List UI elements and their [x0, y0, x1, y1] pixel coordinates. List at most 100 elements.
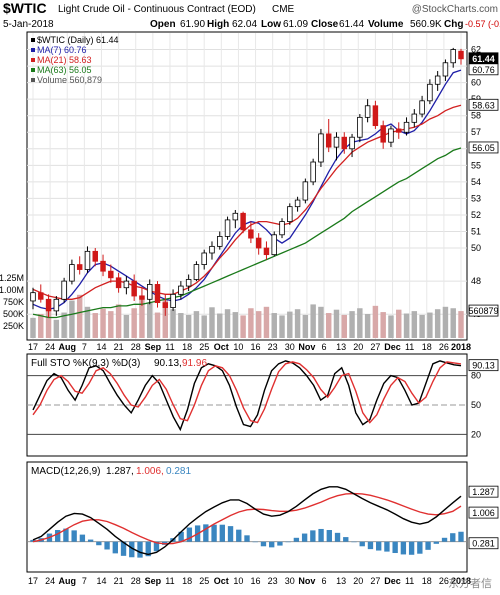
- volume-bar: [69, 300, 75, 338]
- candle-body: [170, 293, 176, 308]
- date-tick-label: 27: [370, 342, 380, 352]
- date-tick-label: 17: [28, 576, 38, 586]
- chart-date: 5-Jan-2018: [3, 19, 54, 30]
- candle-body: [372, 105, 379, 127]
- date-tick-label: 20: [353, 576, 363, 586]
- candle-body: [45, 298, 52, 312]
- macd-histogram-bar: [458, 531, 464, 542]
- macd-badge: [468, 537, 499, 550]
- macd-badge-label: 0.281: [472, 539, 495, 549]
- date-tick-label: 21: [114, 576, 124, 586]
- price-badge: [468, 98, 499, 111]
- candle-body: [185, 279, 192, 287]
- date-tick-label: 13: [336, 576, 346, 586]
- price-badge: [468, 304, 499, 317]
- macd-histogram-bar: [326, 530, 332, 542]
- stoch-badge-label: 90.13: [472, 361, 495, 371]
- legend-entry: MA(7) 60.76: [37, 45, 87, 55]
- macd-histogram-bar: [384, 541, 390, 552]
- date-tick-label: 18: [422, 576, 432, 586]
- date-tick-label: 7: [82, 342, 87, 352]
- candle-body: [271, 234, 277, 256]
- volume-bar: [217, 313, 223, 338]
- volume-axis: 250K 500K 750K 1.00M 1.25M: [0, 273, 24, 331]
- macd-histogram-bar: [129, 541, 135, 558]
- macd-histogram-bar: [186, 527, 193, 542]
- date-tick-label: 17: [28, 342, 38, 352]
- stoch-line: [32, 360, 462, 432]
- macd-histogram-bar: [400, 541, 407, 555]
- volume-bar: [357, 308, 363, 338]
- price-tick-label: 55: [471, 160, 481, 170]
- date-tick-label: Sep: [145, 342, 162, 352]
- volume-bar: [123, 314, 130, 338]
- price-tick-label: 51: [471, 226, 481, 236]
- candle-body: [100, 260, 106, 272]
- volume-bar: [380, 312, 386, 338]
- volume-bar: [263, 306, 270, 338]
- volume-bar: [115, 304, 122, 338]
- volume-bar: [325, 313, 332, 338]
- macd-histogram-bar: [112, 541, 118, 554]
- price-badge: [468, 63, 499, 76]
- date-tick-label: 13: [336, 342, 346, 352]
- macd-badge: [468, 485, 499, 498]
- volume-bar: [100, 308, 106, 338]
- date-tick-label: 30: [285, 342, 295, 352]
- macd-histogram-bar: [392, 541, 398, 554]
- candle-body: [209, 245, 215, 254]
- macd-histogram-bar: [285, 541, 291, 543]
- volume-bar: [193, 311, 200, 338]
- date-tick-label: Dec: [384, 576, 401, 586]
- price-badge: [468, 141, 499, 154]
- high-value: 62.04: [232, 19, 257, 30]
- date-tick-label: 20: [353, 342, 363, 352]
- volume-bar: [84, 306, 91, 338]
- date-tick-label: 7: [82, 576, 87, 586]
- volume-bar: [209, 307, 215, 338]
- macd-histogram-bar: [301, 533, 308, 542]
- macd-histogram-bar: [359, 541, 365, 547]
- legend-swatch: [31, 38, 35, 42]
- candle-body: [217, 236, 223, 247]
- stoch-legend-prefix: Full STO %K(9,3) %D(3): [31, 358, 140, 369]
- volume-bar: [318, 306, 324, 338]
- stoch-legend-d: 91.96: [182, 358, 207, 369]
- candle-body: [232, 212, 239, 221]
- volume-tick-label: 250K: [3, 321, 24, 331]
- price-tick-label: 52: [471, 210, 481, 220]
- macd-histogram-bar: [252, 541, 258, 543]
- candle-body: [224, 219, 231, 237]
- volume-bar: [450, 308, 456, 338]
- macd-histogram-bar: [178, 531, 184, 542]
- volume-bar: [442, 306, 449, 338]
- volume-label: Volume: [368, 19, 404, 30]
- stoch-tick-label: 80: [471, 371, 481, 381]
- volume-bar: [38, 314, 44, 338]
- price-tick-label: 62: [471, 45, 481, 55]
- date-tick-label: 18: [182, 576, 192, 586]
- macd-badge: [468, 506, 499, 519]
- moving-average-lines: [32, 69, 462, 319]
- price-tick-label: 60: [471, 78, 481, 88]
- date-tick-label: 11: [405, 576, 414, 586]
- date-tick-label: 6: [322, 342, 327, 352]
- volume-tick-label: 1.00M: [0, 285, 24, 295]
- candle-body: [53, 298, 60, 312]
- date-tick-label: Aug: [58, 342, 76, 352]
- volume-bar: [396, 309, 402, 338]
- candle-body: [193, 264, 200, 280]
- date-tick-label: Aug: [58, 576, 76, 586]
- volume-bar: [53, 319, 60, 338]
- candle-body: [434, 75, 441, 85]
- date-tick-label: Sep: [145, 576, 162, 586]
- candle-body: [411, 113, 418, 123]
- stoch-tick-label: 50: [471, 400, 481, 410]
- date-tick-label: 2018: [451, 342, 471, 352]
- price-badge-label: 61.44: [472, 54, 495, 64]
- volume-bar: [154, 312, 161, 338]
- chg-label: Chg: [444, 19, 463, 30]
- volume-bar: [170, 309, 176, 338]
- candle-body: [115, 277, 122, 289]
